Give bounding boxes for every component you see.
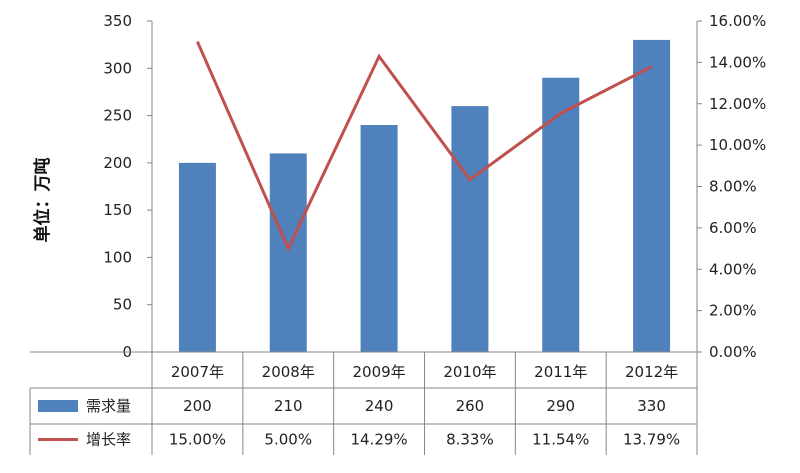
table-cell-growth: 14.29% <box>350 431 407 449</box>
growth-rate-line <box>196 41 653 253</box>
category-label: 2008年 <box>262 363 315 381</box>
growth-rate-point-2010年 <box>469 179 471 181</box>
bar-2012年 <box>633 39 671 353</box>
table-cell-growth: 8.33% <box>446 431 494 449</box>
bar-2011年 <box>542 77 580 352</box>
y2-tick-label: 6.00% <box>709 219 757 237</box>
legend-label-demand: 需求量 <box>86 397 131 415</box>
growth-rate-point-2009年 <box>378 55 380 57</box>
category-label: 2007年 <box>171 363 224 381</box>
table-cell-growth: 15.00% <box>169 431 226 449</box>
y2-tick-label: 2.00% <box>709 302 757 320</box>
bar-2010年 <box>451 106 489 352</box>
y-tick-label: 150 <box>103 201 132 219</box>
table-cell-growth: 5.00% <box>264 431 312 449</box>
y2-tick-label: 12.00% <box>709 95 766 113</box>
y-tick-label: 250 <box>103 107 132 125</box>
growth-rate-point-2012年 <box>651 66 653 68</box>
table-cell-growth: 11.54% <box>532 431 589 449</box>
bar-2008年 <box>269 153 307 352</box>
y2-tick-label: 14.00% <box>709 53 766 71</box>
y-tick-label: 100 <box>103 248 132 266</box>
bar-2009年 <box>360 125 398 353</box>
growth-rate-point-2007年 <box>196 41 198 43</box>
y-tick-label: 350 <box>103 12 132 30</box>
category-label: 2012年 <box>625 363 678 381</box>
y2-tick-label: 16.00% <box>709 12 766 30</box>
legend-key-demand <box>38 400 78 412</box>
table-cell-demand: 260 <box>456 397 485 415</box>
table-cell-demand: 330 <box>637 397 666 415</box>
table-cell-demand: 200 <box>183 397 212 415</box>
y-axis-label: 单位：万吨 <box>32 158 53 243</box>
y2-tick-label: 0.00% <box>709 343 757 361</box>
y2-tick-label: 8.00% <box>709 178 757 196</box>
table-cell-demand: 210 <box>274 397 303 415</box>
y-tick-label: 200 <box>103 154 132 172</box>
table-cell-growth: 13.79% <box>623 431 680 449</box>
y-tick-label: 50 <box>113 296 132 314</box>
legend-label-growth: 增长率 <box>86 431 131 449</box>
bar-2007年 <box>178 162 216 352</box>
y2-tick-label: 4.00% <box>709 260 757 278</box>
growth-rate-point-2008年 <box>287 248 289 250</box>
category-label: 2010年 <box>443 363 496 381</box>
y2-tick-label: 10.00% <box>709 136 766 154</box>
table-cell-demand: 290 <box>546 397 575 415</box>
category-label: 2011年 <box>534 363 587 381</box>
category-label: 2009年 <box>352 363 405 381</box>
table-cell-demand: 240 <box>365 397 394 415</box>
growth-rate-point-2011年 <box>560 112 562 114</box>
y-tick-label: 300 <box>103 59 132 77</box>
